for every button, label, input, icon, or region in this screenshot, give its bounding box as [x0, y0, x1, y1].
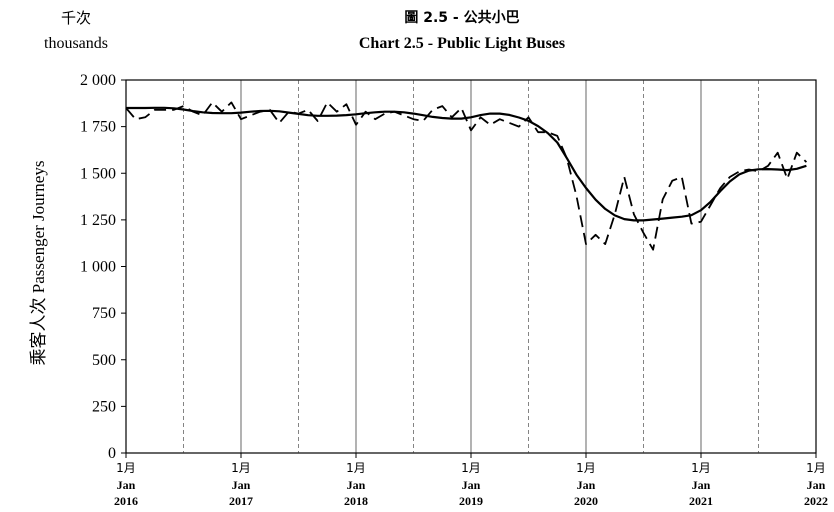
x-tick-label-month: Jan	[807, 478, 826, 492]
series-line-monthly	[126, 102, 806, 249]
x-tick-label-cn: 1月	[116, 461, 136, 475]
x-tick-label-cn: 1月	[576, 461, 596, 475]
series-lines	[126, 102, 806, 249]
x-tick-label-month: Jan	[117, 478, 136, 492]
chart-title-cn: 圖 2.5 - 公共小巴	[404, 9, 519, 26]
x-tick-label-year: 2019	[459, 494, 483, 508]
unit-label: thousands	[44, 35, 108, 52]
x-tick-label-cn: 1月	[691, 461, 711, 475]
x-tick-label-year: 2020	[574, 494, 598, 508]
y-tick-label: 250	[92, 398, 116, 415]
x-tick-label-year: 2016	[114, 494, 138, 508]
x-tick-label-month: Jan	[462, 478, 481, 492]
y-tick-label: 2 000	[80, 72, 116, 89]
y-tick-label: 1 000	[80, 259, 116, 276]
x-axis: 1月 Jan 2016 1月 Jan 2017 1月 Jan 2018 1月 Jan 2019 1月 Ja…	[114, 453, 828, 508]
x-tick-label-year: 2022	[804, 494, 828, 508]
y-tick-label: 1 750	[80, 119, 116, 136]
x-tick-label-month: Jan	[347, 478, 366, 492]
y-tick-label: 1 250	[80, 212, 116, 229]
x-tick-label-year: 2017	[229, 494, 253, 508]
y-axis-label: 乘客人次 Passenger Journeys	[29, 161, 48, 366]
x-tick-label-year: 2018	[344, 494, 368, 508]
x-tick-label-cn: 1月	[806, 461, 826, 475]
x-tick-label-month: Jan	[577, 478, 596, 492]
x-tick-label-cn: 1月	[231, 461, 251, 475]
x-tick-label-cn: 1月	[346, 461, 366, 475]
unit-label-cn: 千次	[61, 9, 91, 27]
y-tick-label: 1 500	[80, 165, 116, 182]
y-tick-label: 500	[92, 352, 116, 369]
x-tick-label-month: Jan	[692, 478, 711, 492]
x-tick-label-month: Jan	[232, 478, 251, 492]
grid	[184, 80, 759, 453]
series-line-trend	[126, 108, 806, 221]
x-tick-label-year: 2021	[689, 494, 713, 508]
y-tick-label: 0	[108, 445, 116, 462]
chart-title: Chart 2.5 - Public Light Buses	[359, 35, 565, 52]
x-tick-label-cn: 1月	[461, 461, 481, 475]
y-tick-label: 750	[92, 305, 116, 322]
y-axis: 0 250 500 750 1 000 1 250 1 500 1 750 2 000	[80, 72, 126, 462]
